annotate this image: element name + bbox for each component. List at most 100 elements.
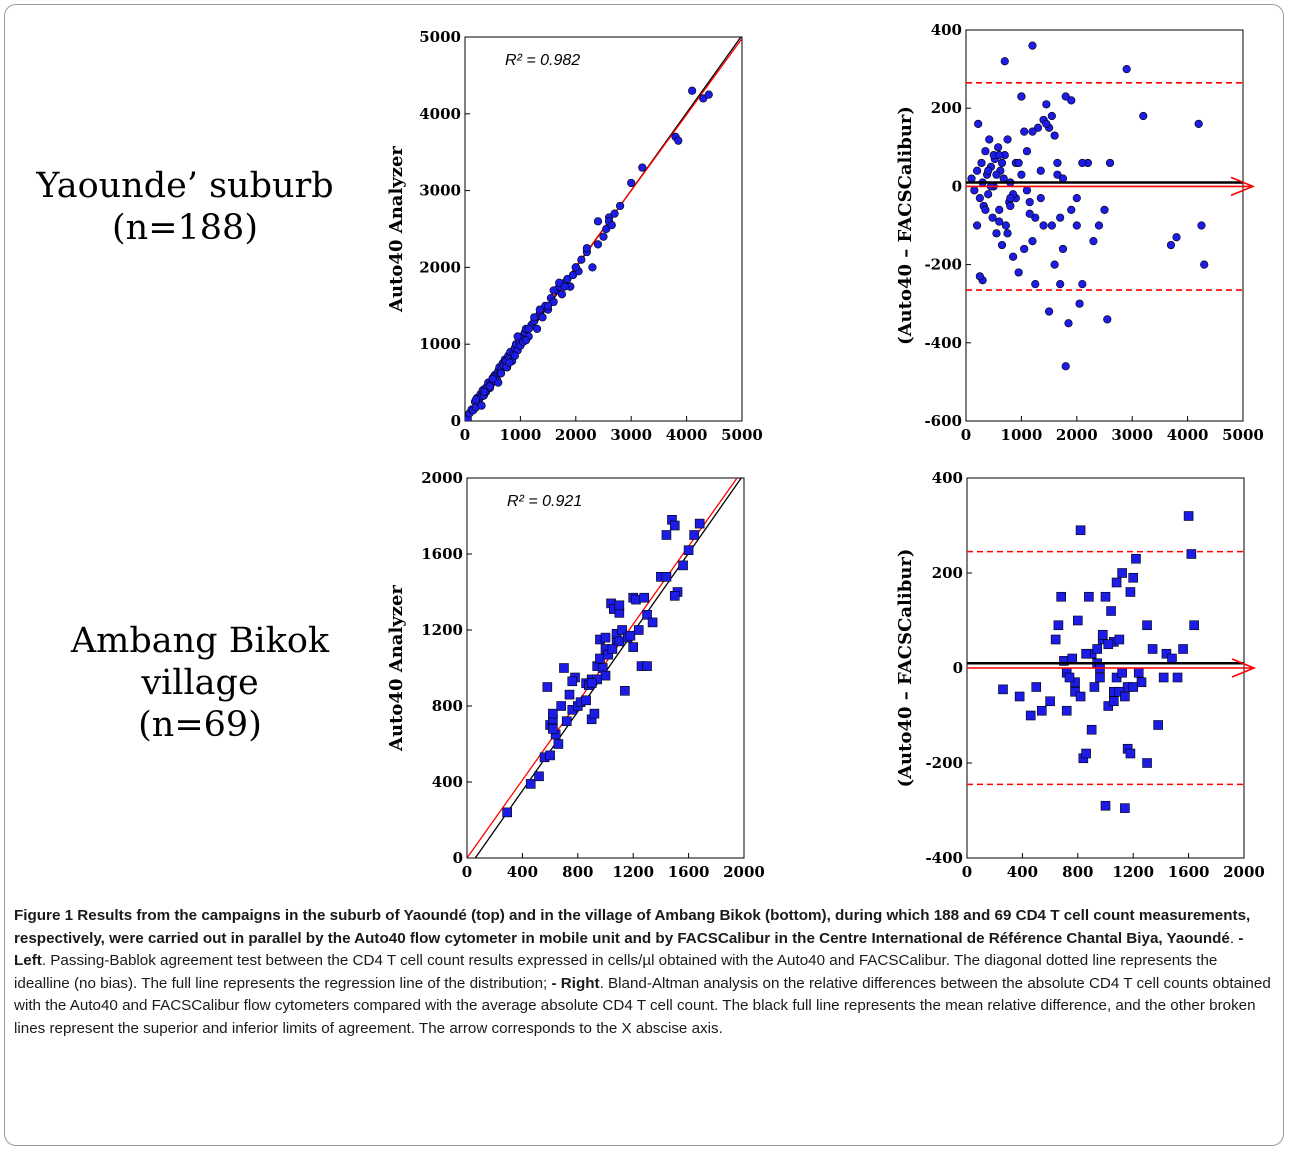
data-point xyxy=(1031,682,1042,692)
chart-top-left: 0 1000 2000 3000 4000 5000 0 1000 2000 3000 4000 50… xyxy=(386,28,763,444)
data-point xyxy=(639,592,650,603)
data-point xyxy=(1058,244,1068,254)
y-tick-label: 2000 xyxy=(421,469,463,487)
x-tick-label: 0 xyxy=(961,426,971,444)
r-squared-annotation: R² = 0.982 xyxy=(505,52,580,69)
data-point xyxy=(699,94,708,103)
data-point xyxy=(1028,127,1037,136)
data-point xyxy=(524,324,533,333)
figure-caption: Figure 1 Results from the campaigns in t… xyxy=(14,907,1271,1037)
data-point xyxy=(661,571,672,582)
data-point xyxy=(1078,280,1087,289)
data-point xyxy=(1050,131,1059,140)
data-point xyxy=(1086,724,1097,735)
data-point xyxy=(1089,682,1100,692)
x-axis-label: Average (Auto40 + FACSCalibur) xyxy=(954,904,1287,905)
data-point xyxy=(494,378,503,387)
x-tick-label: 4000 xyxy=(666,426,708,444)
data-point xyxy=(689,530,699,540)
data-point xyxy=(972,221,982,230)
y-tick-label: 5000 xyxy=(419,28,461,46)
y-tick-label: -400 xyxy=(925,849,963,867)
data-point xyxy=(1106,606,1116,616)
data-point xyxy=(571,263,580,272)
data-point xyxy=(1167,653,1177,664)
x-tick-label: 400 xyxy=(1007,863,1038,881)
data-point xyxy=(678,560,688,571)
data-point xyxy=(1200,260,1209,269)
data-point xyxy=(496,369,506,378)
data-point xyxy=(1056,280,1065,289)
data-point xyxy=(513,332,522,341)
data-point xyxy=(981,205,990,214)
data-point xyxy=(599,232,608,241)
data-point xyxy=(994,143,1003,152)
data-point xyxy=(704,90,713,99)
data-point xyxy=(995,151,1004,160)
data-point xyxy=(1064,319,1073,328)
data-point xyxy=(1042,100,1051,109)
row-title-bottom: Ambang Bikok village xyxy=(70,621,330,703)
data-point xyxy=(607,221,616,230)
data-point xyxy=(1189,620,1199,631)
row-n-bottom: (n=69) xyxy=(138,705,262,745)
data-point xyxy=(1178,644,1188,654)
y-tick-label: -600 xyxy=(924,412,962,430)
data-point xyxy=(625,630,636,641)
data-point xyxy=(1006,201,1015,211)
data-point xyxy=(614,600,625,611)
data-point xyxy=(600,670,611,681)
x-tick-label: 5000 xyxy=(721,426,763,444)
y-tick-label: 1600 xyxy=(421,545,463,563)
x-tick-label: 1600 xyxy=(668,863,710,881)
data-point xyxy=(974,119,983,128)
data-point xyxy=(1022,147,1032,156)
x-tick-label: 3000 xyxy=(1111,426,1153,444)
data-point xyxy=(567,676,578,687)
data-point xyxy=(669,520,680,531)
data-point xyxy=(488,374,497,383)
data-point xyxy=(1045,696,1055,707)
data-point xyxy=(1006,194,1015,203)
y-tick-label: -400 xyxy=(924,334,962,352)
chart-top-right: 0 1000 2000 3000 4000 5000 -600 -400 -200 0 200 400… xyxy=(895,21,1264,444)
x-tick-label: 3000 xyxy=(610,426,652,444)
data-point xyxy=(627,178,636,188)
r-squared-annotation: R² = 0.921 xyxy=(507,493,582,510)
data-point xyxy=(617,625,627,635)
data-point xyxy=(661,530,672,540)
data-point xyxy=(1194,119,1203,128)
data-point xyxy=(1031,280,1040,289)
data-point xyxy=(1075,525,1086,536)
y-tick-label: 0 xyxy=(953,659,963,677)
data-point xyxy=(998,684,1008,695)
data-point xyxy=(563,274,572,284)
data-point xyxy=(1117,667,1127,678)
data-point xyxy=(1017,170,1026,179)
x-tick-label: 800 xyxy=(1062,863,1093,881)
data-point xyxy=(1136,677,1147,688)
caption-left-label: - Left xyxy=(14,929,1244,970)
data-point xyxy=(1025,710,1036,721)
data-point xyxy=(1031,213,1040,222)
data-point xyxy=(530,313,539,322)
data-point xyxy=(593,240,603,249)
data-point xyxy=(548,708,558,719)
y-tick-label: 0 xyxy=(453,849,463,867)
y-axis-label: Auto40 Analyzer xyxy=(386,146,407,313)
data-point xyxy=(992,170,1001,179)
data-point xyxy=(581,695,591,706)
data-point xyxy=(1061,705,1072,716)
data-point xyxy=(1117,568,1127,578)
data-point xyxy=(1003,135,1012,144)
data-point xyxy=(694,518,705,529)
data-point xyxy=(1025,209,1034,218)
data-point xyxy=(992,229,1001,238)
data-point xyxy=(975,272,984,281)
data-point xyxy=(1014,691,1025,702)
data-point xyxy=(1053,158,1062,168)
data-point xyxy=(1186,549,1197,559)
x-tick-label: 0 xyxy=(462,863,472,881)
data-point xyxy=(972,166,982,175)
data-point xyxy=(1142,620,1152,631)
